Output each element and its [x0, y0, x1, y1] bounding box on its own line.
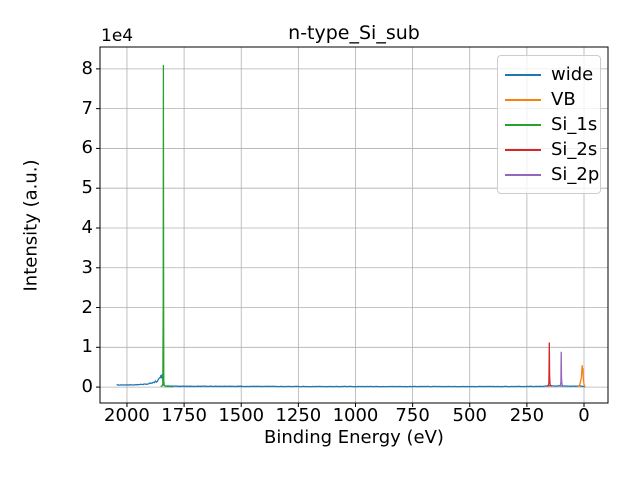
series-VB — [577, 365, 586, 388]
legend-entry-Si_2p: Si_2p — [505, 162, 599, 187]
y-tick-label: 7 — [81, 97, 93, 119]
x-tick-label: 2000 — [104, 405, 150, 426]
x-tick-label: 750 — [395, 405, 430, 426]
legend-label: wide — [551, 63, 594, 85]
y-tick-label: 1 — [81, 336, 93, 358]
tick-marks — [96, 68, 585, 407]
x-axis-label: Binding Energy (eV) — [264, 427, 444, 448]
legend-label: Si_2p — [551, 163, 600, 185]
legend-entry-Si_2s: Si_2s — [505, 137, 598, 162]
legend-line-sample — [505, 123, 541, 126]
legend-entry-Si_1s: Si_1s — [505, 112, 598, 137]
x-tick-label: 1000 — [332, 405, 379, 426]
x-tick-label: 1250 — [275, 405, 322, 426]
x-tick-label: 1750 — [161, 405, 207, 426]
x-tick-label: 0 — [578, 405, 590, 426]
legend-label: Si_2s — [551, 138, 598, 160]
legend-label: Si_1s — [551, 113, 598, 135]
y-axis-offset-text: 1e4 — [101, 26, 134, 46]
legend: wide VB Si_1s Si_2s Si_2p — [497, 55, 601, 194]
legend-label: VB — [551, 88, 576, 110]
legend-line-sample — [505, 173, 541, 176]
series-Si_2s — [546, 342, 552, 387]
series-wide — [116, 374, 586, 388]
legend-line-sample — [505, 73, 541, 76]
x-tick-label: 500 — [452, 405, 487, 426]
series-Si_1s — [160, 64, 174, 388]
legend-entry-wide: wide — [505, 62, 594, 87]
y-tick-label: 8 — [81, 57, 93, 79]
y-tick-label: 6 — [81, 137, 93, 159]
x-tick-label: 1500 — [218, 405, 265, 426]
grid-lines — [100, 47, 608, 403]
y-tick-label: 3 — [81, 256, 93, 278]
x-tick-label: 250 — [509, 405, 545, 426]
legend-line-sample — [505, 98, 541, 101]
data-series — [116, 64, 586, 388]
y-tick-label: 2 — [81, 296, 93, 318]
y-tick-label: 4 — [81, 216, 93, 238]
chart-title: n-type_Si_sub — [288, 22, 420, 44]
legend-line-sample — [505, 148, 541, 151]
y-tick-label: 0 — [81, 376, 93, 398]
legend-entry-VB: VB — [505, 87, 594, 112]
series-Si_2p — [558, 351, 565, 387]
y-tick-label: 5 — [81, 177, 93, 199]
axes-spines — [99, 46, 609, 404]
